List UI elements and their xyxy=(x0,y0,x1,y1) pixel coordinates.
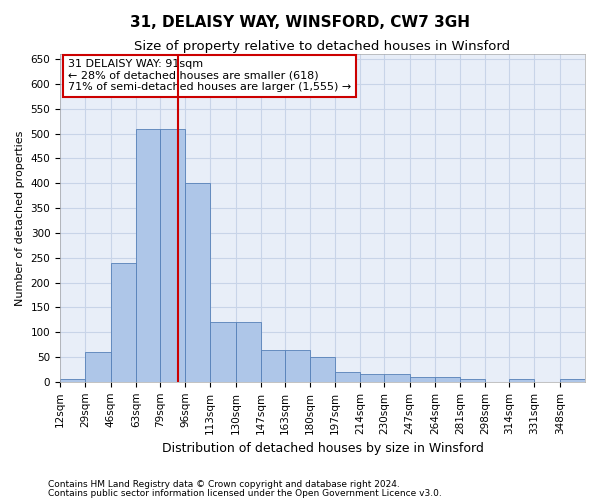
Bar xyxy=(560,380,585,382)
Bar xyxy=(509,380,535,382)
Text: Contains HM Land Registry data © Crown copyright and database right 2024.: Contains HM Land Registry data © Crown c… xyxy=(48,480,400,489)
Bar xyxy=(435,377,460,382)
Bar xyxy=(261,350,284,382)
Text: Contains public sector information licensed under the Open Government Licence v3: Contains public sector information licen… xyxy=(48,488,442,498)
Bar xyxy=(136,128,160,382)
Bar xyxy=(110,262,136,382)
Bar xyxy=(310,357,335,382)
Title: Size of property relative to detached houses in Winsford: Size of property relative to detached ho… xyxy=(134,40,511,53)
Bar xyxy=(160,128,185,382)
Bar xyxy=(410,377,435,382)
Bar xyxy=(335,372,361,382)
Text: 31 DELAISY WAY: 91sqm
← 28% of detached houses are smaller (618)
71% of semi-det: 31 DELAISY WAY: 91sqm ← 28% of detached … xyxy=(68,59,351,92)
Bar xyxy=(284,350,310,382)
Bar xyxy=(236,322,261,382)
Bar xyxy=(60,380,85,382)
Bar xyxy=(185,183,210,382)
Bar xyxy=(460,380,485,382)
Bar xyxy=(85,352,110,382)
Y-axis label: Number of detached properties: Number of detached properties xyxy=(15,130,25,306)
Bar xyxy=(361,374,384,382)
Text: 31, DELAISY WAY, WINSFORD, CW7 3GH: 31, DELAISY WAY, WINSFORD, CW7 3GH xyxy=(130,15,470,30)
X-axis label: Distribution of detached houses by size in Winsford: Distribution of detached houses by size … xyxy=(161,442,484,455)
Bar xyxy=(384,374,410,382)
Bar xyxy=(210,322,236,382)
